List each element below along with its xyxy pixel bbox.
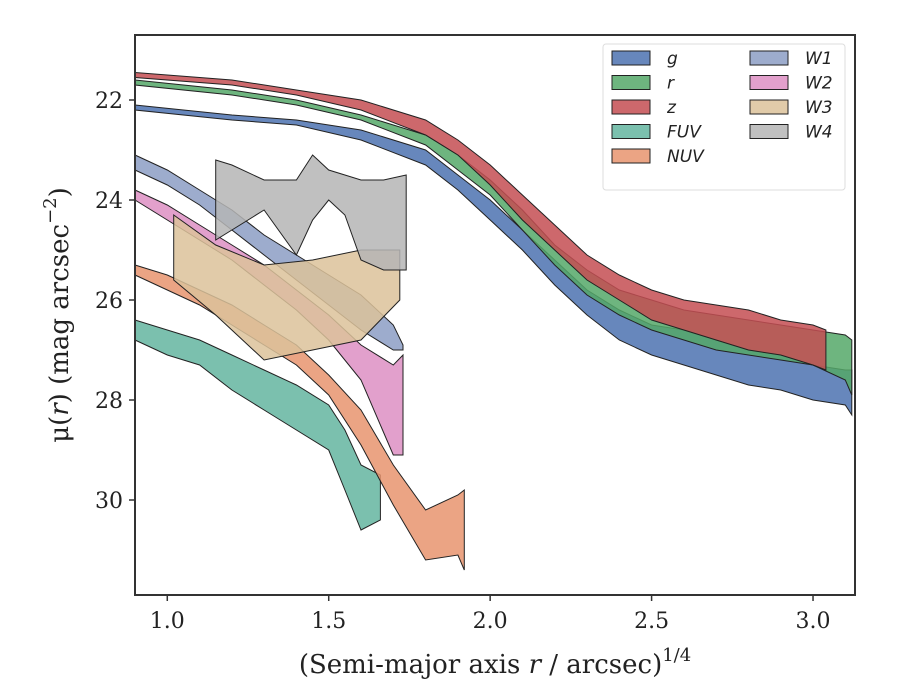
series-bands xyxy=(134,71,853,571)
legend-label-fuv: FUV xyxy=(667,123,702,143)
legend-label-w3: W3 xyxy=(805,98,833,118)
y-ticks: 22 24 26 28 30 xyxy=(95,89,135,514)
legend-swatch-w1 xyxy=(749,50,789,66)
legend-label-z: z xyxy=(666,98,677,118)
legend-swatch-fuv xyxy=(611,124,651,139)
y-axis-title: μ(r) (mag arcsec−2) xyxy=(40,187,75,443)
series-band-w4 xyxy=(215,154,407,271)
legend-swatch-z xyxy=(611,99,651,115)
x-tick-label: 2.0 xyxy=(473,609,508,634)
plot-frame xyxy=(134,34,856,596)
y-tick-label: 28 xyxy=(95,389,123,414)
x-ticks: 1.0 1.5 2.0 2.5 3.0 xyxy=(150,595,831,634)
legend-swatch-w4 xyxy=(749,124,789,139)
series-band-w3 xyxy=(173,214,401,361)
legend-label-r: r xyxy=(667,74,675,94)
legend-swatch-w3 xyxy=(749,99,789,115)
legend-swatch-g xyxy=(611,50,651,66)
series-band-fuv xyxy=(134,319,381,531)
legend-label-w4: W4 xyxy=(805,123,833,143)
legend-swatch-nuv xyxy=(611,148,651,164)
x-tick-label: 3.0 xyxy=(796,609,831,634)
y-tick-label: 26 xyxy=(95,289,123,314)
x-axis-title: (Semi-major axis r / arcsec)1/4 xyxy=(299,645,691,680)
legend-label-g: g xyxy=(667,49,678,69)
series-band-z xyxy=(134,71,827,371)
series-band-g xyxy=(134,104,853,417)
legend-swatch-r xyxy=(611,75,651,90)
x-tick-label: 1.0 xyxy=(150,609,185,634)
legend-label-w2: W2 xyxy=(805,74,833,94)
legend-label-nuv: NUV xyxy=(667,147,705,167)
y-tick-label: 30 xyxy=(95,489,123,514)
legend-label-w1: W1 xyxy=(805,49,833,69)
y-tick-label: 22 xyxy=(95,89,123,114)
y-tick-label: 24 xyxy=(95,189,123,214)
legend-swatch-w2 xyxy=(749,75,789,90)
x-tick-label: 2.5 xyxy=(634,609,669,634)
legend: grz FUV NUV W1 W2 W3 W4 xyxy=(602,43,846,191)
x-tick-label: 1.5 xyxy=(311,609,346,634)
